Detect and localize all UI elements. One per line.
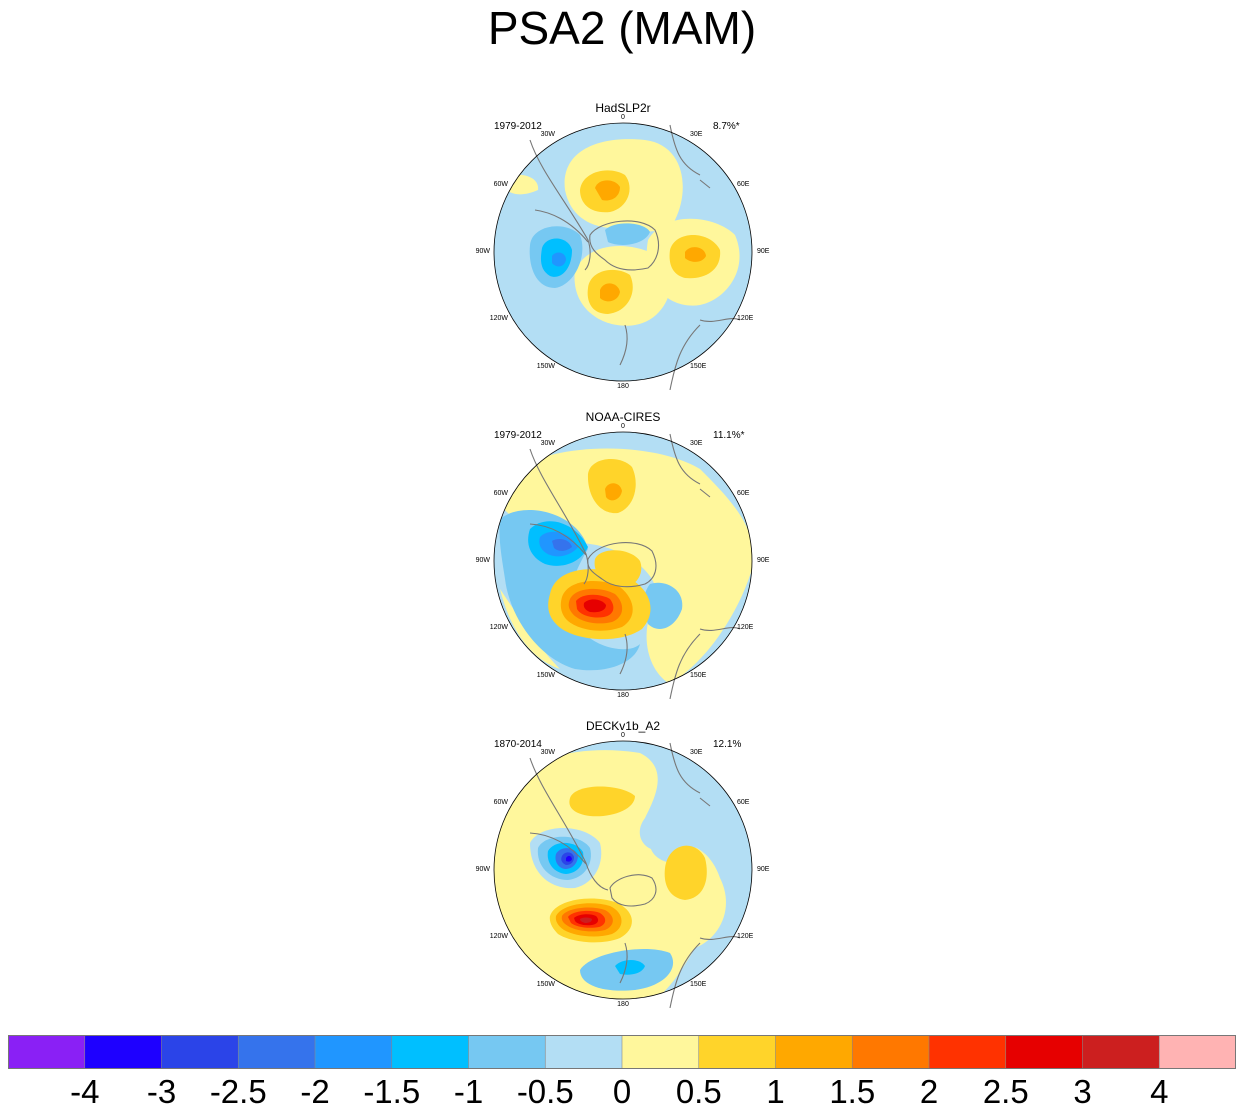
colorbar-tick-label: 1.5	[829, 1073, 876, 1110]
lon-label-30e: 30E	[690, 440, 703, 447]
polar-map	[493, 431, 753, 699]
lon-label-120e: 120E	[737, 933, 754, 940]
lon-label-120e: 120E	[737, 624, 754, 631]
lon-label-60e: 60E	[737, 181, 750, 188]
colorbar-swatch	[545, 1035, 623, 1069]
lon-label-30w: 30W	[540, 131, 555, 138]
lon-label-0: 0	[621, 732, 625, 739]
lon-label-150e: 150E	[690, 672, 707, 679]
colorbar-tick-label: -2	[300, 1073, 330, 1110]
map-panel-noaa-cires: NOAA-CIRES 1979-2012 11.1%*	[470, 410, 776, 729]
colorbar-tick-label: -0.5	[516, 1073, 574, 1110]
coastlines	[529, 742, 741, 1008]
lon-label-120w: 120W	[489, 624, 508, 631]
panel-title: DECKv1b_A2	[585, 719, 661, 733]
colorbar-swatch	[8, 1035, 86, 1069]
panel-variance: 8.7%*	[713, 121, 740, 132]
lon-label-90e: 90E	[757, 248, 770, 255]
colorbar-tick-label: 3	[1073, 1073, 1092, 1110]
panel-variance: 12.1%	[713, 739, 742, 750]
panel-title: HadSLP2r	[595, 101, 651, 115]
lon-label-60e: 60E	[737, 490, 750, 497]
polar-map	[493, 740, 753, 1008]
colorbar-tick-label: -1	[453, 1073, 484, 1110]
colorbar-swatch	[929, 1035, 1007, 1069]
colorbar-swatch	[161, 1035, 239, 1069]
lon-label-150w: 150W	[536, 363, 555, 370]
colorbar-tick-label: 0	[612, 1073, 632, 1110]
polar-map	[493, 122, 753, 390]
map-border	[493, 740, 753, 1000]
colorbar-swatch	[622, 1035, 700, 1069]
panel-years: 1979-2012	[494, 430, 542, 441]
colorbar-swatch	[1005, 1035, 1083, 1069]
colorbar-tick-label: 2.5	[982, 1073, 1029, 1110]
anomaly-contours	[494, 750, 726, 999]
lon-label-0: 0	[621, 423, 625, 430]
colorbar-swatch	[468, 1035, 546, 1069]
lon-label-150e: 150E	[690, 981, 707, 988]
colorbar-swatch	[698, 1035, 776, 1069]
colorbar-swatch	[84, 1035, 162, 1069]
lon-label-90w: 90W	[475, 557, 490, 564]
colorbar-tick-label: 2	[919, 1073, 939, 1110]
anomaly-contours	[500, 139, 740, 326]
lon-label-30e: 30E	[690, 131, 703, 138]
lon-label-30w: 30W	[540, 440, 555, 447]
lon-label-180: 180	[617, 692, 629, 699]
lon-label-30e: 30E	[690, 749, 703, 756]
lon-label-120e: 120E	[737, 315, 754, 322]
colorbar-tick-label: -4	[70, 1073, 100, 1110]
lon-label-60e: 60E	[737, 799, 750, 806]
lon-label-150e: 150E	[690, 363, 707, 370]
panel-years: 1979-2012	[494, 121, 542, 132]
colorbar-swatch	[1159, 1035, 1236, 1069]
panel-variance: 11.1%*	[713, 430, 745, 441]
lon-label-0: 0	[621, 114, 625, 121]
colorbar-swatch	[238, 1035, 316, 1069]
lon-label-60w: 60W	[493, 181, 508, 188]
colorbar-tick-label: -3	[146, 1073, 177, 1110]
colorbar-tick-label: 1	[766, 1073, 785, 1110]
coastlines	[529, 433, 741, 699]
map-panel-hadslp2r: HadSLP2r 1979-2012 8.7%*	[470, 101, 776, 420]
lon-label-60w: 60W	[493, 799, 508, 806]
figure-title: PSA2 (MAM)	[487, 2, 757, 54]
map-panel-deckv1b-a2: DECKv1b_A2 1870-2014 12.1%	[470, 719, 776, 1038]
colorbar-swatch	[852, 1035, 930, 1069]
colorbar-swatch	[391, 1035, 469, 1069]
lon-label-90w: 90W	[475, 866, 490, 873]
lon-label-60w: 60W	[493, 490, 508, 497]
colorbar-tick-label: -1.5	[363, 1073, 421, 1110]
lon-label-150w: 150W	[536, 981, 555, 988]
lon-label-120w: 120W	[489, 933, 508, 940]
lon-label-150w: 150W	[536, 672, 555, 679]
colorbar	[8, 1035, 1236, 1069]
panel-years: 1870-2014	[494, 739, 542, 750]
lon-label-90e: 90E	[757, 866, 770, 873]
colorbar-swatch	[775, 1035, 853, 1069]
lon-label-90w: 90W	[475, 248, 490, 255]
lon-label-180: 180	[617, 1001, 629, 1008]
lon-label-120w: 120W	[489, 315, 508, 322]
map-border	[493, 122, 753, 382]
colorbar-swatch	[1082, 1035, 1160, 1069]
colorbar-swatch	[315, 1035, 393, 1069]
colorbar-tick-label: 0.5	[675, 1073, 722, 1110]
colorbar-tick-label: 4	[1150, 1073, 1169, 1110]
coastlines	[529, 124, 741, 390]
panel-title: NOAA-CIRES	[585, 410, 661, 424]
lon-label-180: 180	[617, 383, 629, 390]
lon-label-90e: 90E	[757, 557, 770, 564]
colorbar-tick-label: -2.5	[209, 1073, 267, 1110]
map-border	[493, 431, 753, 691]
colorbar-frame	[8, 1035, 1236, 1069]
lon-label-30w: 30W	[540, 749, 555, 756]
